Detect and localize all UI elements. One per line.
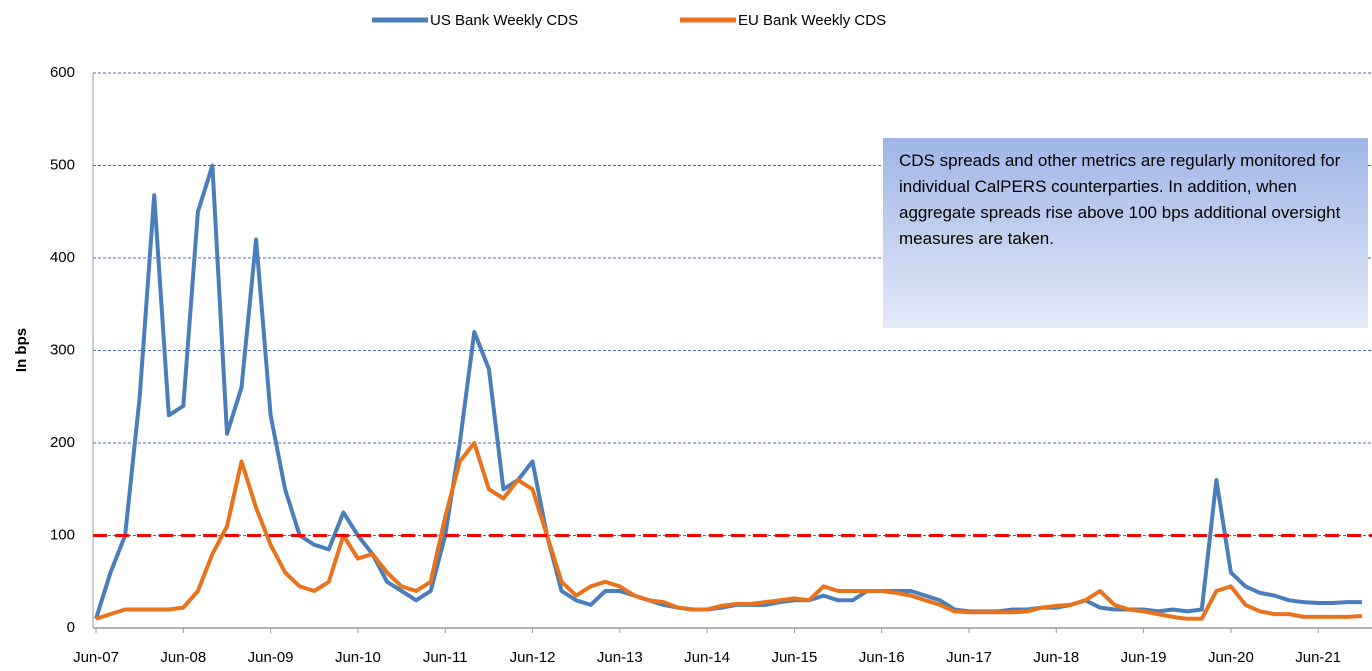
x-tick-label: Jun-18 (1033, 649, 1079, 666)
legend-label: US Bank Weekly CDS (430, 12, 578, 29)
y-tick-label: 100 (50, 526, 75, 543)
y-tick-label: 500 (50, 156, 75, 173)
x-tick-label: Jun-21 (1295, 649, 1341, 666)
annotation: CDS spreads and other metrics are regula… (883, 138, 1368, 328)
x-tick-label: Jun-12 (510, 649, 556, 666)
y-tick-label: 0 (67, 619, 75, 636)
x-tick-label: Jun-07 (73, 649, 119, 666)
x-tick-label: Jun-20 (1208, 649, 1254, 666)
x-tick-label: Jun-14 (684, 649, 730, 666)
x-tick-label: Jun-08 (160, 649, 206, 666)
y-tick-label: 400 (50, 249, 75, 266)
x-tick-label: Jun-19 (1121, 649, 1167, 666)
y-tick-label: 200 (50, 434, 75, 451)
y-tick-label: 300 (50, 341, 75, 358)
x-tick-label: Jun-10 (335, 649, 381, 666)
x-tick-label: Jun-17 (946, 649, 992, 666)
y-tick-label: 600 (50, 64, 75, 81)
series-line (95, 441, 1363, 621)
x-tick-label: Jun-15 (771, 649, 817, 666)
x-tick-label: Jun-13 (597, 649, 643, 666)
x-tick-label: Jun-16 (859, 649, 905, 666)
legend-label: EU Bank Weekly CDS (738, 12, 886, 29)
x-tick-label: Jun-11 (423, 649, 468, 666)
y-axis-label: In bps (13, 328, 30, 372)
x-tick-label: Jun-09 (248, 649, 294, 666)
